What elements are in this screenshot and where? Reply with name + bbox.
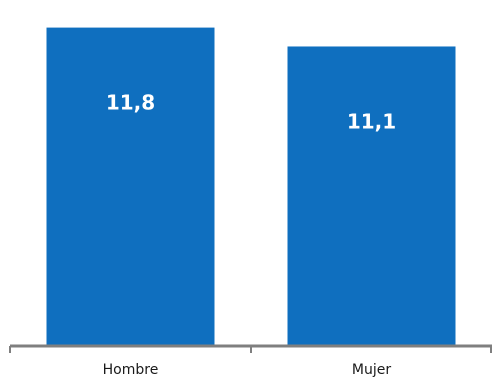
bar-mujer	[287, 46, 456, 346]
bar-hombre	[46, 27, 215, 346]
tick-label-hombre: Hombre	[103, 362, 159, 378]
value-label-hombre: 11,8	[106, 91, 155, 115]
value-label-mujer: 11,1	[347, 109, 396, 133]
x-axis	[9, 344, 492, 353]
tick-label-mujer: Mujer	[352, 362, 391, 378]
bars-layer	[46, 27, 456, 346]
x-tick-labels: Hombre Mujer	[103, 362, 392, 378]
value-labels-layer: 11,8 11,1	[106, 91, 396, 134]
